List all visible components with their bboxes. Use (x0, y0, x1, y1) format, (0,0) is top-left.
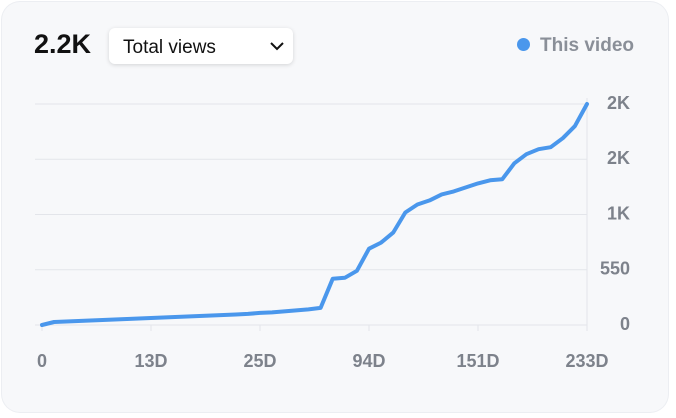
x-tick-label: 233D (565, 351, 608, 371)
x-tick-label: 151D (456, 351, 499, 371)
legend: This video (517, 35, 634, 57)
x-tick-label: 0 (37, 351, 47, 371)
chart: 0 550 1K 2K 2K 0 13D 25D 94D 151D 233D (35, 93, 630, 371)
card: 0 550 1K 2K 2K 0 13D 25D 94D 151D 233D 2.2K Total … (2, 2, 668, 412)
y-tick-label: 1K (607, 203, 630, 223)
y-tick-label: 0 (620, 314, 630, 334)
x-tick-label: 94D (352, 351, 385, 371)
chevron-icon[interactable] (269, 40, 285, 52)
x-tick-label: 13D (134, 351, 167, 371)
y-tick-label: 2K (607, 93, 630, 113)
legend-marker (517, 38, 531, 51)
y-tick-label: 550 (600, 259, 630, 279)
dropdown-label[interactable]: Total views (123, 37, 216, 58)
headline: 2.2K (34, 29, 92, 59)
metric-dropdown[interactable]: Total views (109, 28, 293, 64)
x-tick-label: 25D (243, 351, 276, 371)
legend-label: This video (540, 35, 634, 56)
data-line (40, 102, 589, 327)
y-tick-label: 2K (607, 148, 630, 168)
